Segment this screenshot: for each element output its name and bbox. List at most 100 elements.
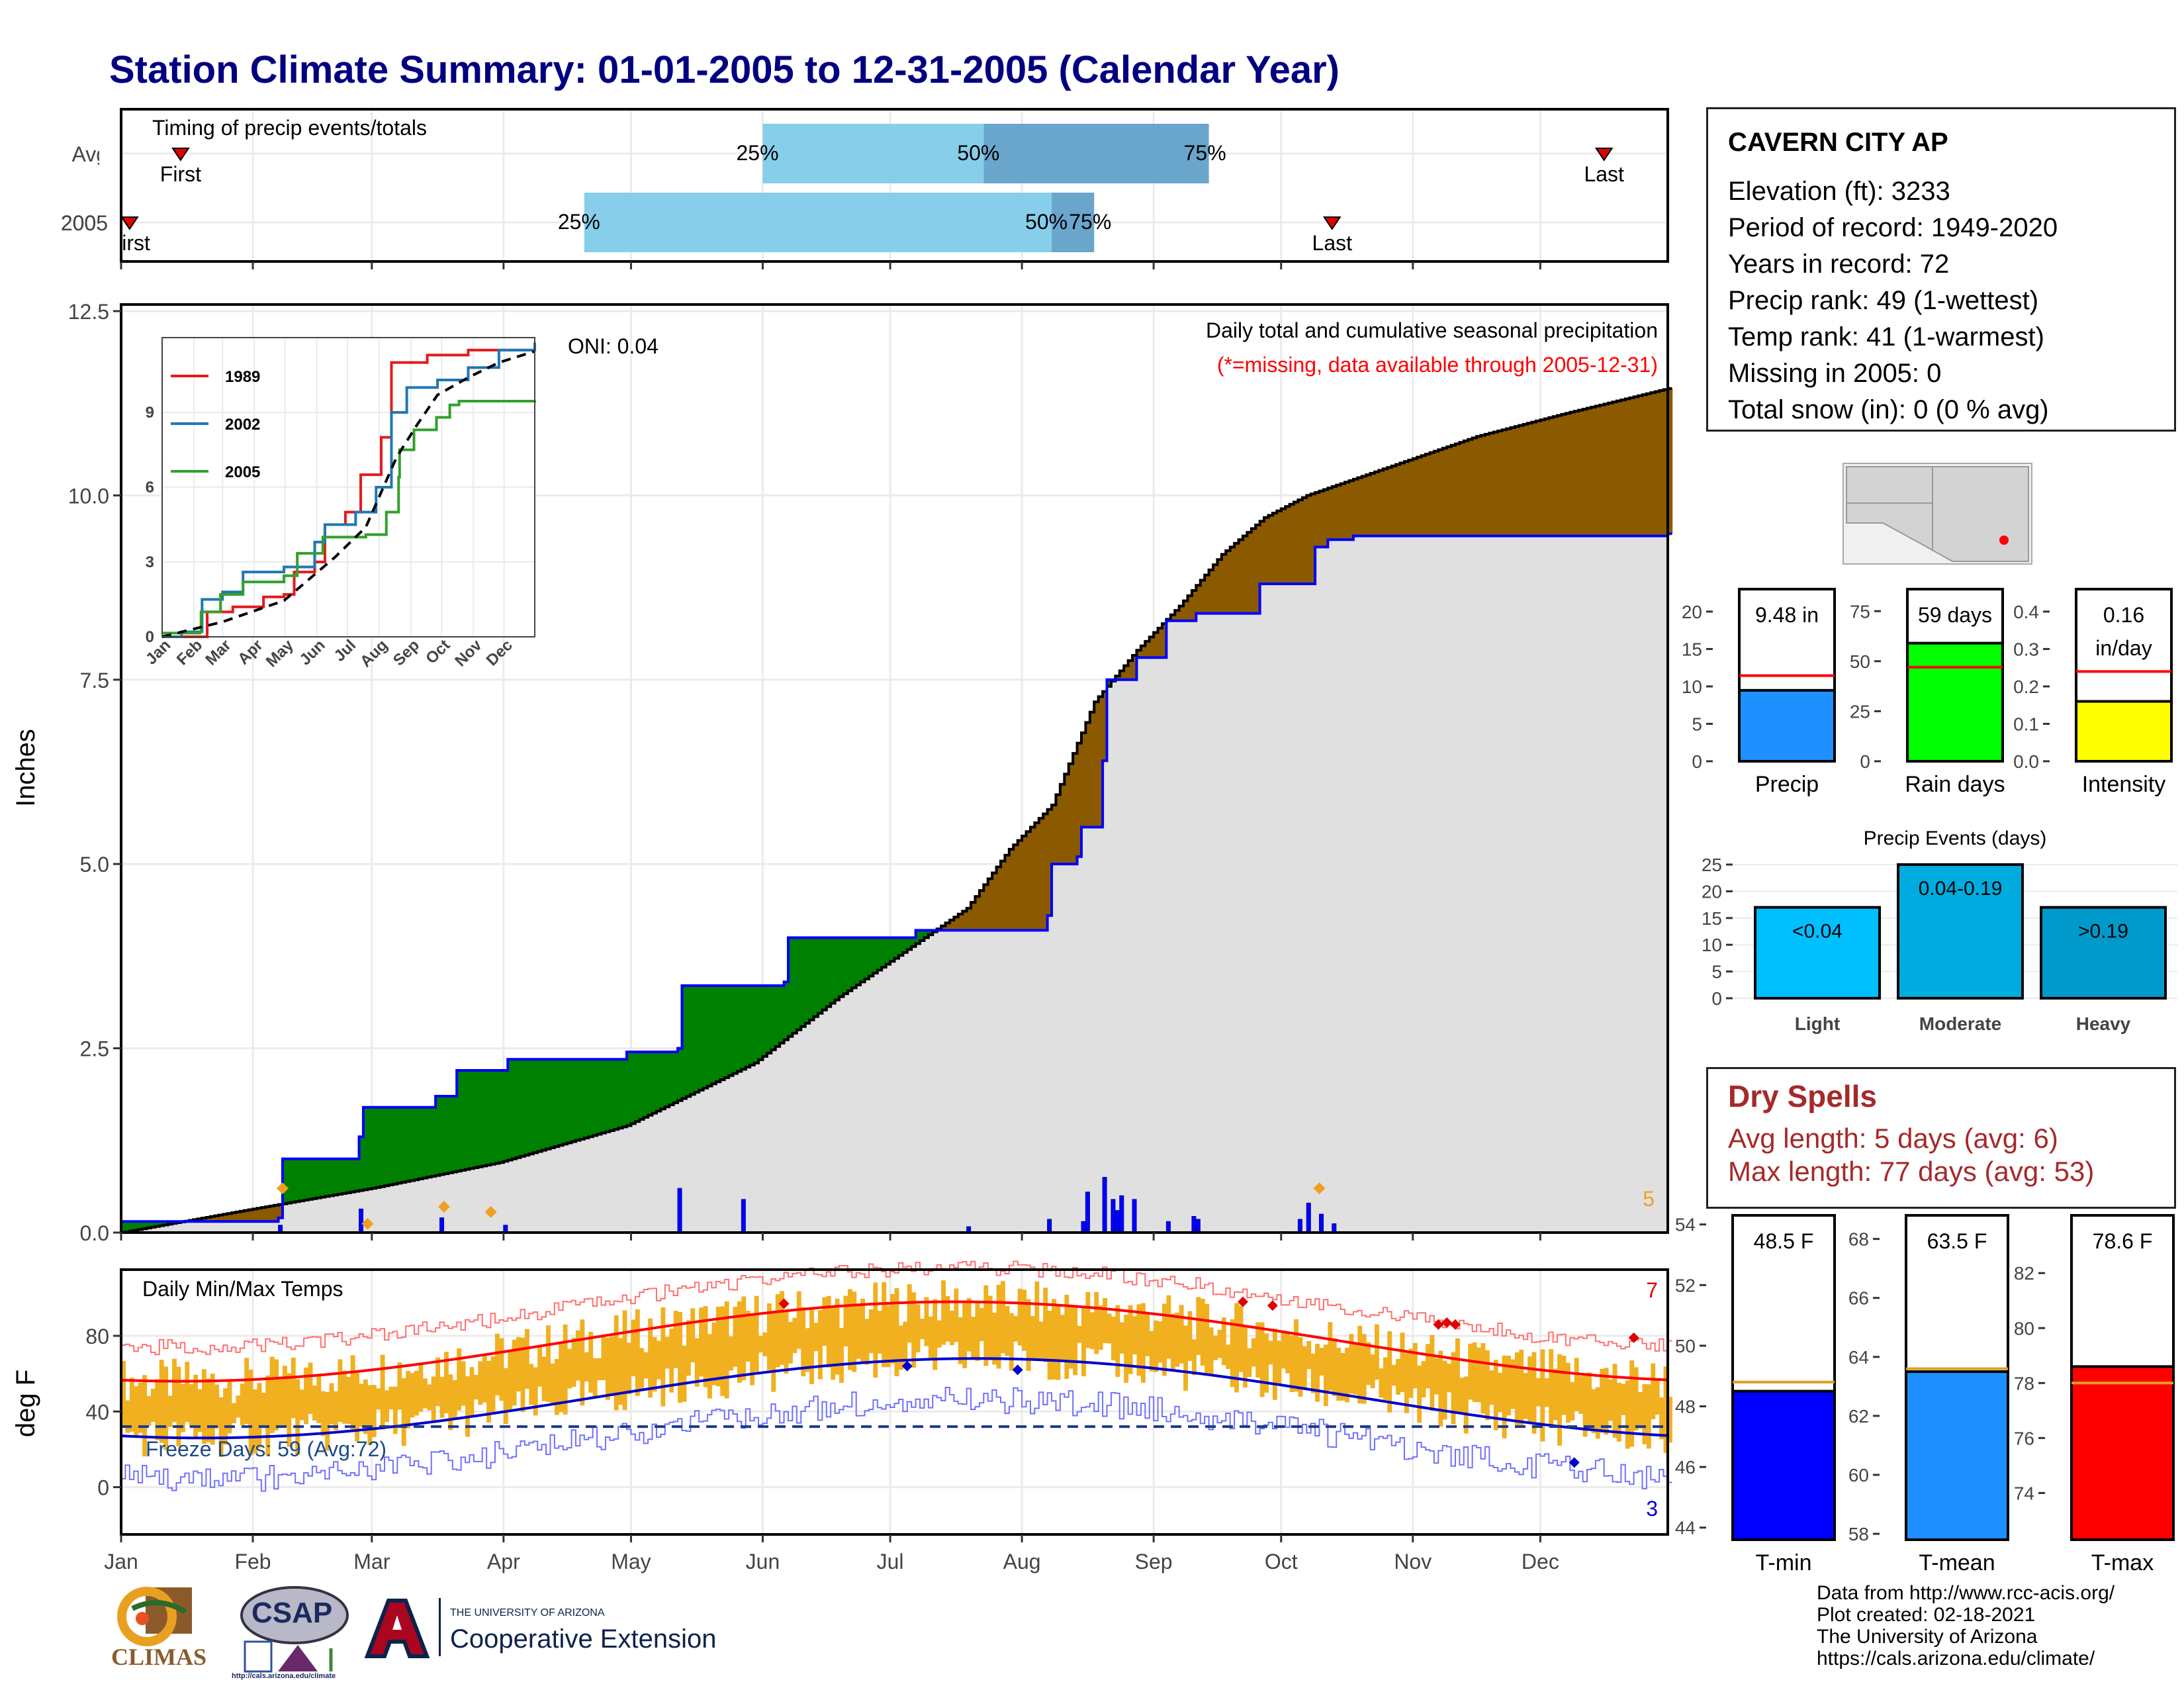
temps-daily-bar	[1111, 1316, 1116, 1361]
precip-deficit-bar	[1158, 628, 1163, 658]
temps-daily-bar	[1591, 1389, 1596, 1434]
precip-deficit-bar	[210, 1216, 216, 1222]
precip-deficit-bar	[1323, 489, 1329, 547]
precip-surplus-bar	[469, 1070, 475, 1169]
precip-surplus-bar	[622, 1059, 627, 1127]
precip-deficit-bar	[1213, 565, 1218, 614]
precip-surplus-bar	[541, 1059, 547, 1150]
precip-deficit-bar	[971, 902, 976, 931]
precip-surplus-bar	[448, 1096, 453, 1173]
temps-daily-bar	[121, 1360, 126, 1427]
mini-bar-tick-label: 0	[1860, 751, 1870, 772]
temps-x-tick-label: Apr	[487, 1550, 520, 1573]
climas-text: CLIMAS	[111, 1644, 207, 1670]
temps-daily-bar	[1544, 1378, 1549, 1407]
precip-deficit-bar	[1608, 402, 1614, 536]
temps-daily-bar	[499, 1338, 504, 1401]
precip-deficit-bar	[1616, 400, 1622, 536]
temps-daily-bar	[452, 1380, 457, 1420]
temps-daily-bar	[1387, 1331, 1392, 1413]
timing-panel-border	[120, 108, 1669, 263]
precip-surplus-bar	[443, 1096, 449, 1174]
temps-daily-bar	[1370, 1354, 1375, 1389]
inset-y-label: 3	[146, 553, 154, 571]
precip-deficit-bar	[1668, 388, 1673, 534]
precip-deficit-bar	[265, 1207, 271, 1222]
timing-title: Timing of precip events/totals	[152, 116, 427, 140]
inset-border	[161, 337, 535, 637]
precip-surplus-bar	[397, 1107, 402, 1184]
precip-surplus-bar	[478, 1070, 483, 1167]
precip-deficit-bar	[1489, 433, 1494, 536]
temps-daily-bar	[1587, 1372, 1592, 1430]
temps-daily-bar	[1098, 1305, 1103, 1350]
precip-surplus-bar	[780, 985, 785, 1043]
temps-daily-bar	[1646, 1384, 1651, 1449]
temps-daily-bar	[1191, 1339, 1197, 1376]
precip-deficit-bar	[1663, 389, 1668, 536]
climas-emblem-icon	[117, 1587, 192, 1646]
precip-deficit-bar	[1026, 831, 1031, 931]
precip-surplus-bar	[601, 1059, 606, 1133]
temps-daily-bar	[1502, 1355, 1507, 1438]
temps-daily-bar	[1553, 1368, 1558, 1421]
precip-deficit-bar	[1034, 822, 1040, 931]
temps-daily-bar	[380, 1354, 385, 1430]
precip-deficit-bar	[1098, 696, 1103, 827]
timing-last-label: Last	[1584, 162, 1624, 186]
mini-bar-frame	[1906, 588, 2004, 763]
precip-deficit-bar	[274, 1205, 279, 1222]
precip-panel-border	[120, 303, 1669, 1234]
precip-deficit-bar	[1459, 442, 1465, 536]
precip-deficit-bar	[1391, 465, 1396, 536]
temps-daily-bar	[1430, 1335, 1435, 1411]
precip-deficit-bar	[1230, 547, 1235, 614]
temps-daily-bar	[894, 1288, 899, 1377]
temps-daily-bar	[915, 1304, 921, 1352]
credits: Data from http://www.rcc-acis.org/ Plot …	[1817, 1582, 2115, 1669]
precip-surplus-bar	[864, 937, 870, 979]
temps-daily-bar	[1200, 1298, 1205, 1366]
precip-surplus-bar	[376, 1107, 381, 1188]
temps-daily-bar	[1421, 1361, 1426, 1398]
precip-surplus-bar	[682, 985, 687, 1099]
station-precip-rank: Precip rank: 49 (1-wettest)	[1728, 286, 2039, 315]
temps-daily-bar	[1379, 1368, 1384, 1398]
csap-cloud-icon	[240, 1586, 349, 1673]
precip-daily-bar	[1119, 1195, 1124, 1233]
precip-deficit-bar	[992, 872, 997, 931]
precip-base-area	[121, 534, 1668, 1233]
precip-surplus-bar	[592, 1059, 598, 1136]
inset-legend-label: 1989	[225, 368, 260, 386]
temps-daily-bar	[898, 1325, 903, 1370]
temps-daily-bar	[1285, 1332, 1291, 1374]
temps-daily-bar	[1005, 1305, 1010, 1356]
temps-daily-bar	[1124, 1315, 1129, 1383]
precip-daily-bar	[1191, 1216, 1197, 1233]
precip-surplus-bar	[380, 1107, 385, 1187]
precip-deficit-bar	[1196, 585, 1201, 614]
precip-deficit-bar	[1154, 632, 1159, 658]
precip-deficit-bar	[1073, 753, 1078, 865]
precip-deficit-bar	[962, 911, 968, 931]
mini-bar-value	[1906, 641, 2004, 763]
temps-daily-bar	[180, 1383, 185, 1432]
events-category-label: Moderate	[1919, 1013, 2001, 1034]
precip-surplus-bar	[703, 985, 708, 1088]
timing-q50-label: 50%	[957, 141, 999, 165]
credit-data-source: Data from http://www.rcc-acis.org/	[1817, 1582, 2115, 1604]
temps-daily-bar	[745, 1311, 751, 1362]
precip-daily-bar	[1115, 1210, 1120, 1233]
temps-daily-bar	[1565, 1362, 1570, 1423]
temps-daily-bar	[1247, 1348, 1252, 1378]
temps-daily-bar	[580, 1319, 585, 1406]
temps-daily-bar	[1625, 1380, 1630, 1449]
temps-x-tick-label: Oct	[1265, 1550, 1298, 1573]
precip-daily-bar	[439, 1217, 445, 1233]
precip-deficit-bar	[1161, 624, 1167, 658]
mini-bar-value-label: 78.6 F	[2093, 1229, 2153, 1253]
precip-event-marker	[1313, 1182, 1326, 1195]
precip-deficit-bar	[1077, 743, 1082, 857]
precip-event-marker	[437, 1201, 450, 1213]
